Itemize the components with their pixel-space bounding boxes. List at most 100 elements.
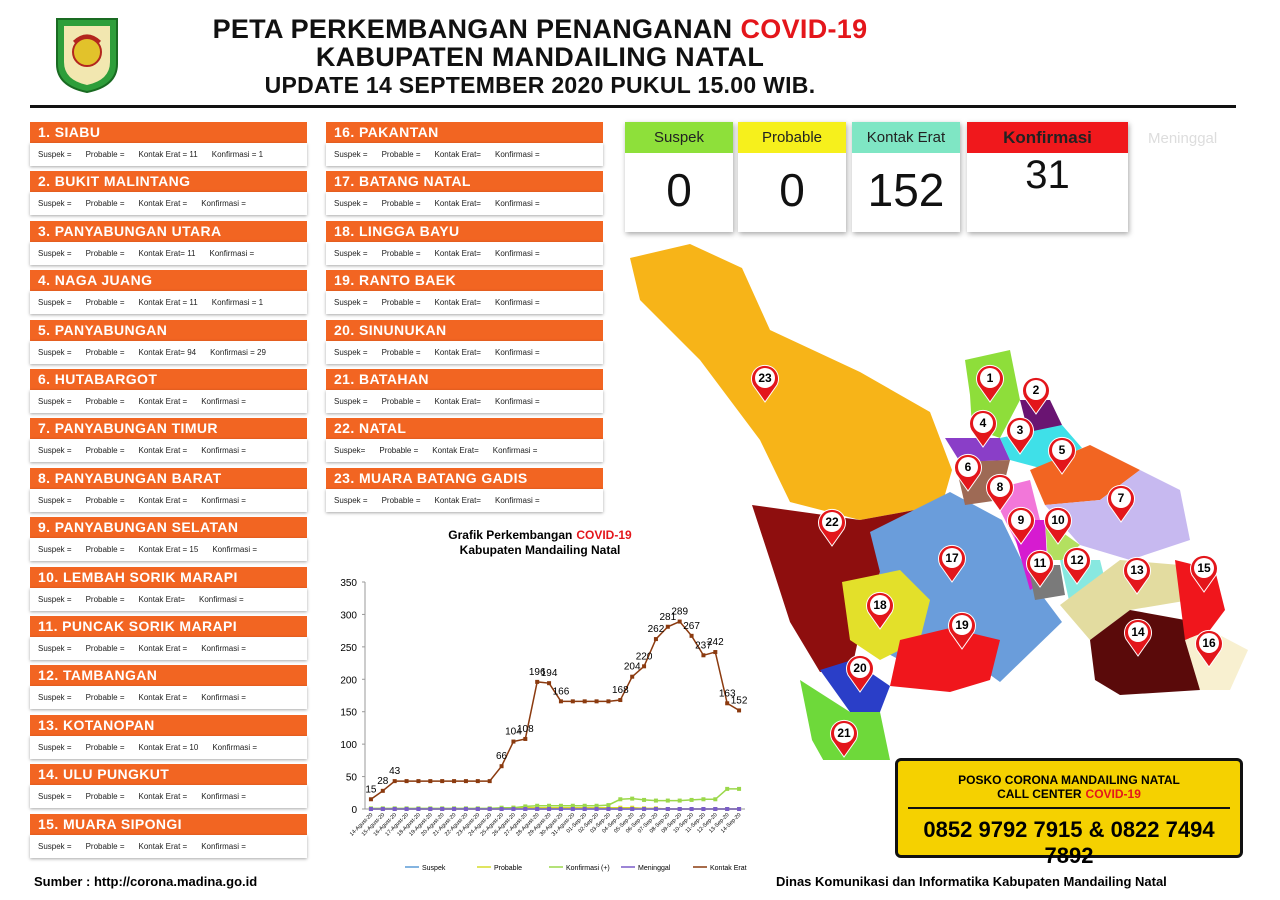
legend-label: Kontak Erat <box>710 865 747 872</box>
data-point <box>725 786 730 791</box>
district-stats: Suspek = Probable = Kontak Erat = 11 Konfir… <box>30 143 307 166</box>
district-stat: Probable = <box>85 298 125 308</box>
district-stats: Suspek = Probable = Kontak Erat = 15 Konfir… <box>30 538 307 562</box>
data-point <box>368 807 373 811</box>
district: 1. SIABU Suspek = Probable = Kontak Erat = … <box>30 122 307 166</box>
data-label: 43 <box>389 766 401 777</box>
map-pin-label: 21 <box>837 726 851 740</box>
district-stat: Probable = <box>379 446 419 456</box>
data-label: 108 <box>517 724 534 735</box>
district-stat: Konfirmasi = <box>494 199 540 209</box>
district-stat: Probable = <box>85 150 125 159</box>
footer-agency: Dinas Komunikasi dan Informatika Kabupat… <box>776 874 1167 889</box>
data-label: 104 <box>505 727 522 738</box>
district-name: 22. NATAL <box>326 418 603 440</box>
district-stat: Kontak Erat = 11 <box>138 150 198 159</box>
map-pin-label: 8 <box>997 480 1004 494</box>
data-point <box>523 804 528 809</box>
district-stat: Konfirmasi = <box>494 347 540 357</box>
district-name: 13. KOTANOPAN <box>30 714 307 736</box>
district-name: 20. SINUNUKAN <box>326 319 603 341</box>
map-pin-label: 22 <box>825 515 839 529</box>
data-point <box>523 807 528 811</box>
district-stat: Probable = <box>381 495 421 505</box>
map-pin-center <box>1052 440 1072 460</box>
data-point <box>404 807 409 811</box>
map-pin-center <box>1011 510 1031 530</box>
data-point <box>547 807 552 811</box>
summary-card: Probable 0 <box>738 122 846 232</box>
map-pin-center <box>942 548 962 568</box>
map-pin-center <box>1067 550 1087 570</box>
district-stat: Suspek = <box>38 742 72 752</box>
district-name: 18. LINGGA BAYU <box>326 220 603 242</box>
district-stats: Suspek = Probable = Kontak Erat= 11 Konfirm… <box>30 241 307 265</box>
district-name: 15. MUARA SIPONGI <box>30 813 307 835</box>
district: 12. TAMBANGAN Suspek = Probable = Kontak Er… <box>30 665 307 710</box>
district: 6. HUTABARGOT Suspek = Probable = Kontak Er… <box>30 369 307 413</box>
district-stats: Suspek = Probable = Kontak Erat = 10 Konfir… <box>30 735 307 759</box>
data-point <box>653 798 658 803</box>
district-stat: Suspek = <box>38 495 72 505</box>
data-point <box>392 779 397 784</box>
map-pin-center <box>850 658 870 678</box>
district-name: 12. TAMBANGAN <box>30 665 307 687</box>
data-point <box>737 786 742 791</box>
data-point <box>665 624 670 629</box>
data-point <box>630 674 635 679</box>
data-point <box>499 764 504 769</box>
data-point <box>428 807 433 811</box>
district-stat: Kontak Erat = <box>138 841 188 851</box>
y-tick-label: 150 <box>340 708 357 719</box>
data-point <box>594 807 599 811</box>
district: 11. PUNCAK SORIK MARAPI Suspek = Probable … <box>30 616 307 660</box>
district-stat: Suspek = <box>334 347 368 357</box>
series-line <box>370 620 740 800</box>
data-point <box>630 807 635 811</box>
district-stat: Probable = <box>381 347 421 357</box>
map-pin-center <box>958 457 978 477</box>
summary-label: Kontak Erat <box>852 122 960 153</box>
data-point <box>665 798 670 803</box>
district-stats: Suspek = Probable = Kontak Erat = Konfirmas… <box>30 637 307 660</box>
district: 4. NAGA JUANG Suspek = Probable = Kontak Er… <box>30 270 307 315</box>
district-stat: Probable = <box>85 446 125 456</box>
data-point <box>677 619 682 624</box>
data-point <box>653 637 658 642</box>
data-point <box>404 779 409 784</box>
district-stat: Suspek= <box>334 446 366 456</box>
data-point <box>582 803 587 808</box>
district-stats: Suspek = Probable = Kontak Erat = 11 Konfir… <box>30 291 307 315</box>
district-stats: Suspek = Probable = Kontak Erat= Konfirmasi… <box>326 143 603 166</box>
data-label: 262 <box>648 624 665 635</box>
data-point <box>452 779 457 784</box>
data-point <box>642 797 647 802</box>
map-pin-center <box>1030 553 1050 573</box>
data-point <box>677 807 682 811</box>
district-stat: Probable = <box>381 298 421 308</box>
map-pin-label: 7 <box>1118 491 1125 505</box>
district-stat: Kontak Erat= <box>434 397 481 406</box>
data-label: 15 <box>365 784 377 795</box>
data-label: 166 <box>553 686 570 697</box>
map-pin-label: 20 <box>853 661 867 675</box>
data-point <box>475 779 480 784</box>
data-label: 66 <box>496 751 508 762</box>
data-point <box>737 708 742 713</box>
district-name: 9. PANYABUNGAN SELATAN <box>30 517 307 539</box>
district-stats: Suspek = Probable = Kontak Erat = Konfirmas… <box>30 834 307 858</box>
district-stat: Probable = <box>85 693 125 703</box>
district-stats: Suspek = Probable = Kontak Erat= Konfirmasi… <box>326 291 603 315</box>
call-center-box: POSKO CORONA MANDAILING NATAL CALL CENTE… <box>895 758 1243 868</box>
map-pin-center <box>834 723 854 743</box>
map-pin-center <box>990 477 1010 497</box>
district-stats: Suspek = Probable = Kontak Erat= Konfirmasi… <box>326 340 603 364</box>
summary-value: 152 <box>867 164 945 216</box>
data-point <box>463 779 468 784</box>
data-point <box>725 701 730 706</box>
district-stats: Suspek = Probable = Kontak Erat = Konfirmas… <box>30 390 307 413</box>
data-point <box>499 807 504 811</box>
map-pin-center <box>1026 380 1046 400</box>
district-stat: Suspek = <box>38 347 72 357</box>
